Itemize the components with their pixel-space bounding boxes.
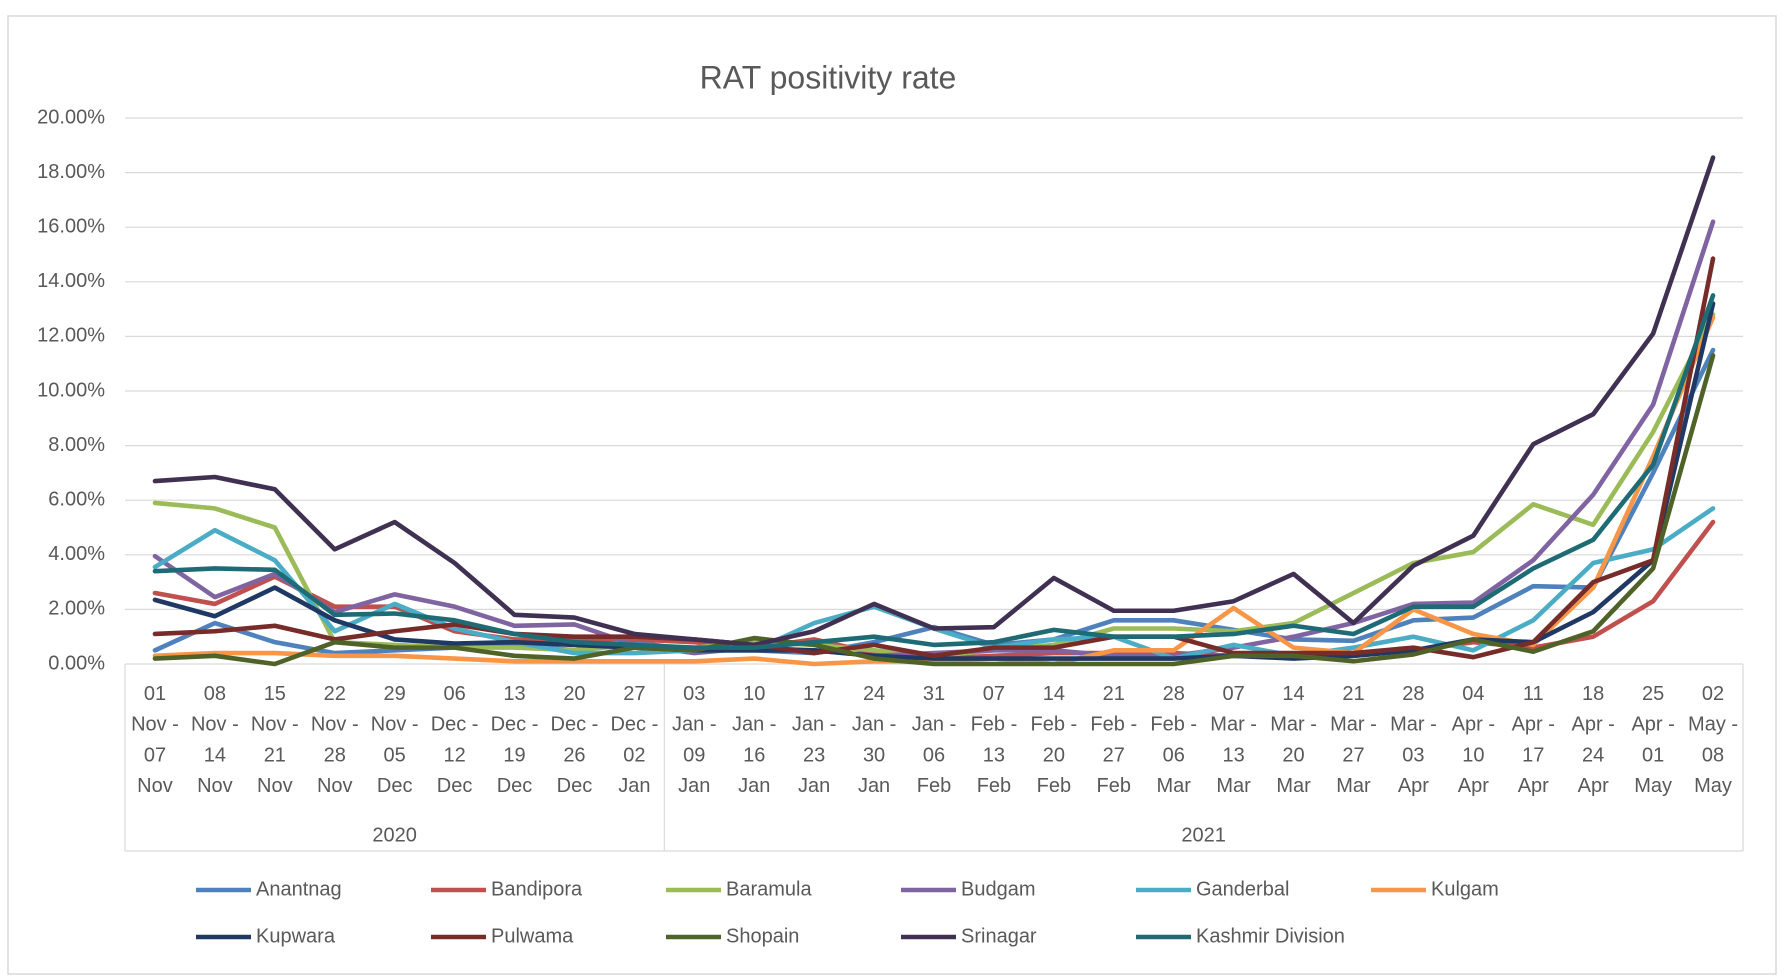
x-tick-label: 03 Jan -09 Jan bbox=[672, 683, 716, 797]
x-tick-label: 21 Feb -27 Feb bbox=[1090, 683, 1137, 797]
legend-label: Pulwama bbox=[491, 925, 574, 947]
group-label: 2020 bbox=[372, 824, 417, 846]
legend-label: Kupwara bbox=[256, 925, 336, 947]
x-tick-label: 22 Nov -28 Nov bbox=[311, 683, 359, 797]
x-tick-label: 07 Feb -13 Feb bbox=[971, 683, 1018, 797]
x-tick-label: 25 Apr -01 May bbox=[1631, 683, 1674, 797]
legend-label: Kashmir Division bbox=[1196, 925, 1345, 947]
x-tick-label: 17 Jan -23 Jan bbox=[792, 683, 836, 797]
x-tick-label: 11 Apr -17 Apr bbox=[1512, 683, 1555, 797]
legend-label: Shopain bbox=[726, 925, 799, 947]
x-tick-label: 14 Feb -20 Feb bbox=[1031, 683, 1078, 797]
series-line bbox=[152, 314, 1716, 667]
x-tick-label: 31 Jan -06 Feb bbox=[912, 683, 956, 797]
x-tick-label: 15 Nov -21 Nov bbox=[251, 683, 299, 797]
legend-label: Ganderbal bbox=[1196, 878, 1289, 900]
y-tick-label: 10.00% bbox=[37, 379, 105, 401]
series-line bbox=[152, 353, 1716, 667]
y-tick-label: 12.00% bbox=[37, 325, 105, 347]
x-tick-label: 14 Mar -20 Mar bbox=[1270, 683, 1317, 797]
legend-label: Bandipora bbox=[491, 878, 583, 900]
x-tick-label: 21 Mar -27 Mar bbox=[1330, 683, 1377, 797]
chart-title: RAT positivity rate bbox=[700, 59, 957, 95]
series-line bbox=[152, 219, 1716, 659]
legend-label: Srinagar bbox=[961, 925, 1037, 947]
legend-label: Baramula bbox=[726, 878, 812, 900]
y-tick-label: 16.00% bbox=[37, 215, 105, 237]
y-tick-label: 8.00% bbox=[48, 434, 105, 456]
y-tick-label: 14.00% bbox=[37, 270, 105, 292]
x-tick-label: 13 Dec -19 Dec bbox=[491, 683, 539, 797]
y-tick-label: 0.00% bbox=[48, 652, 105, 674]
x-tick-label: 18 Apr -24 Apr bbox=[1572, 683, 1615, 797]
x-tick-label: 08 Nov -14 Nov bbox=[191, 683, 239, 797]
legend-label: Anantnag bbox=[256, 878, 342, 900]
legend-label: Budgam bbox=[961, 878, 1036, 900]
y-tick-label: 18.00% bbox=[37, 161, 105, 183]
x-tick-label: 20 Dec -26 Dec bbox=[551, 683, 599, 797]
y-tick-label: 2.00% bbox=[48, 598, 105, 620]
y-tick-label: 20.00% bbox=[37, 106, 105, 128]
x-tick-label: 10 Jan -16 Jan bbox=[732, 683, 776, 797]
x-tick-label: 28 Mar -03 Apr bbox=[1390, 683, 1437, 797]
x-tick-label: 07 Mar -13 Mar bbox=[1210, 683, 1257, 797]
x-tick-label: 01 Nov -07 Nov bbox=[131, 683, 179, 797]
x-tick-label: 27 Dec -02 Jan bbox=[610, 683, 658, 797]
series-line bbox=[152, 256, 1716, 660]
x-tick-label: 02 May -08 May bbox=[1688, 683, 1738, 797]
legend-label: Kulgam bbox=[1431, 878, 1499, 900]
x-tick-label: 24 Jan -30 Jan bbox=[852, 683, 896, 797]
x-tick-label: 28 Feb -06 Mar bbox=[1150, 683, 1197, 797]
x-tick-label: 29 Nov -05 Dec bbox=[371, 683, 419, 797]
y-tick-label: 6.00% bbox=[48, 488, 105, 510]
series-line bbox=[152, 293, 1716, 650]
group-label: 2021 bbox=[1181, 824, 1226, 846]
series-line bbox=[152, 155, 1716, 648]
x-tick-label: 06 Dec -12 Dec bbox=[431, 683, 479, 797]
y-tick-label: 4.00% bbox=[48, 543, 105, 565]
chart-frame bbox=[7, 15, 1777, 975]
x-tick-label: 04 Apr -10 Apr bbox=[1452, 683, 1495, 797]
